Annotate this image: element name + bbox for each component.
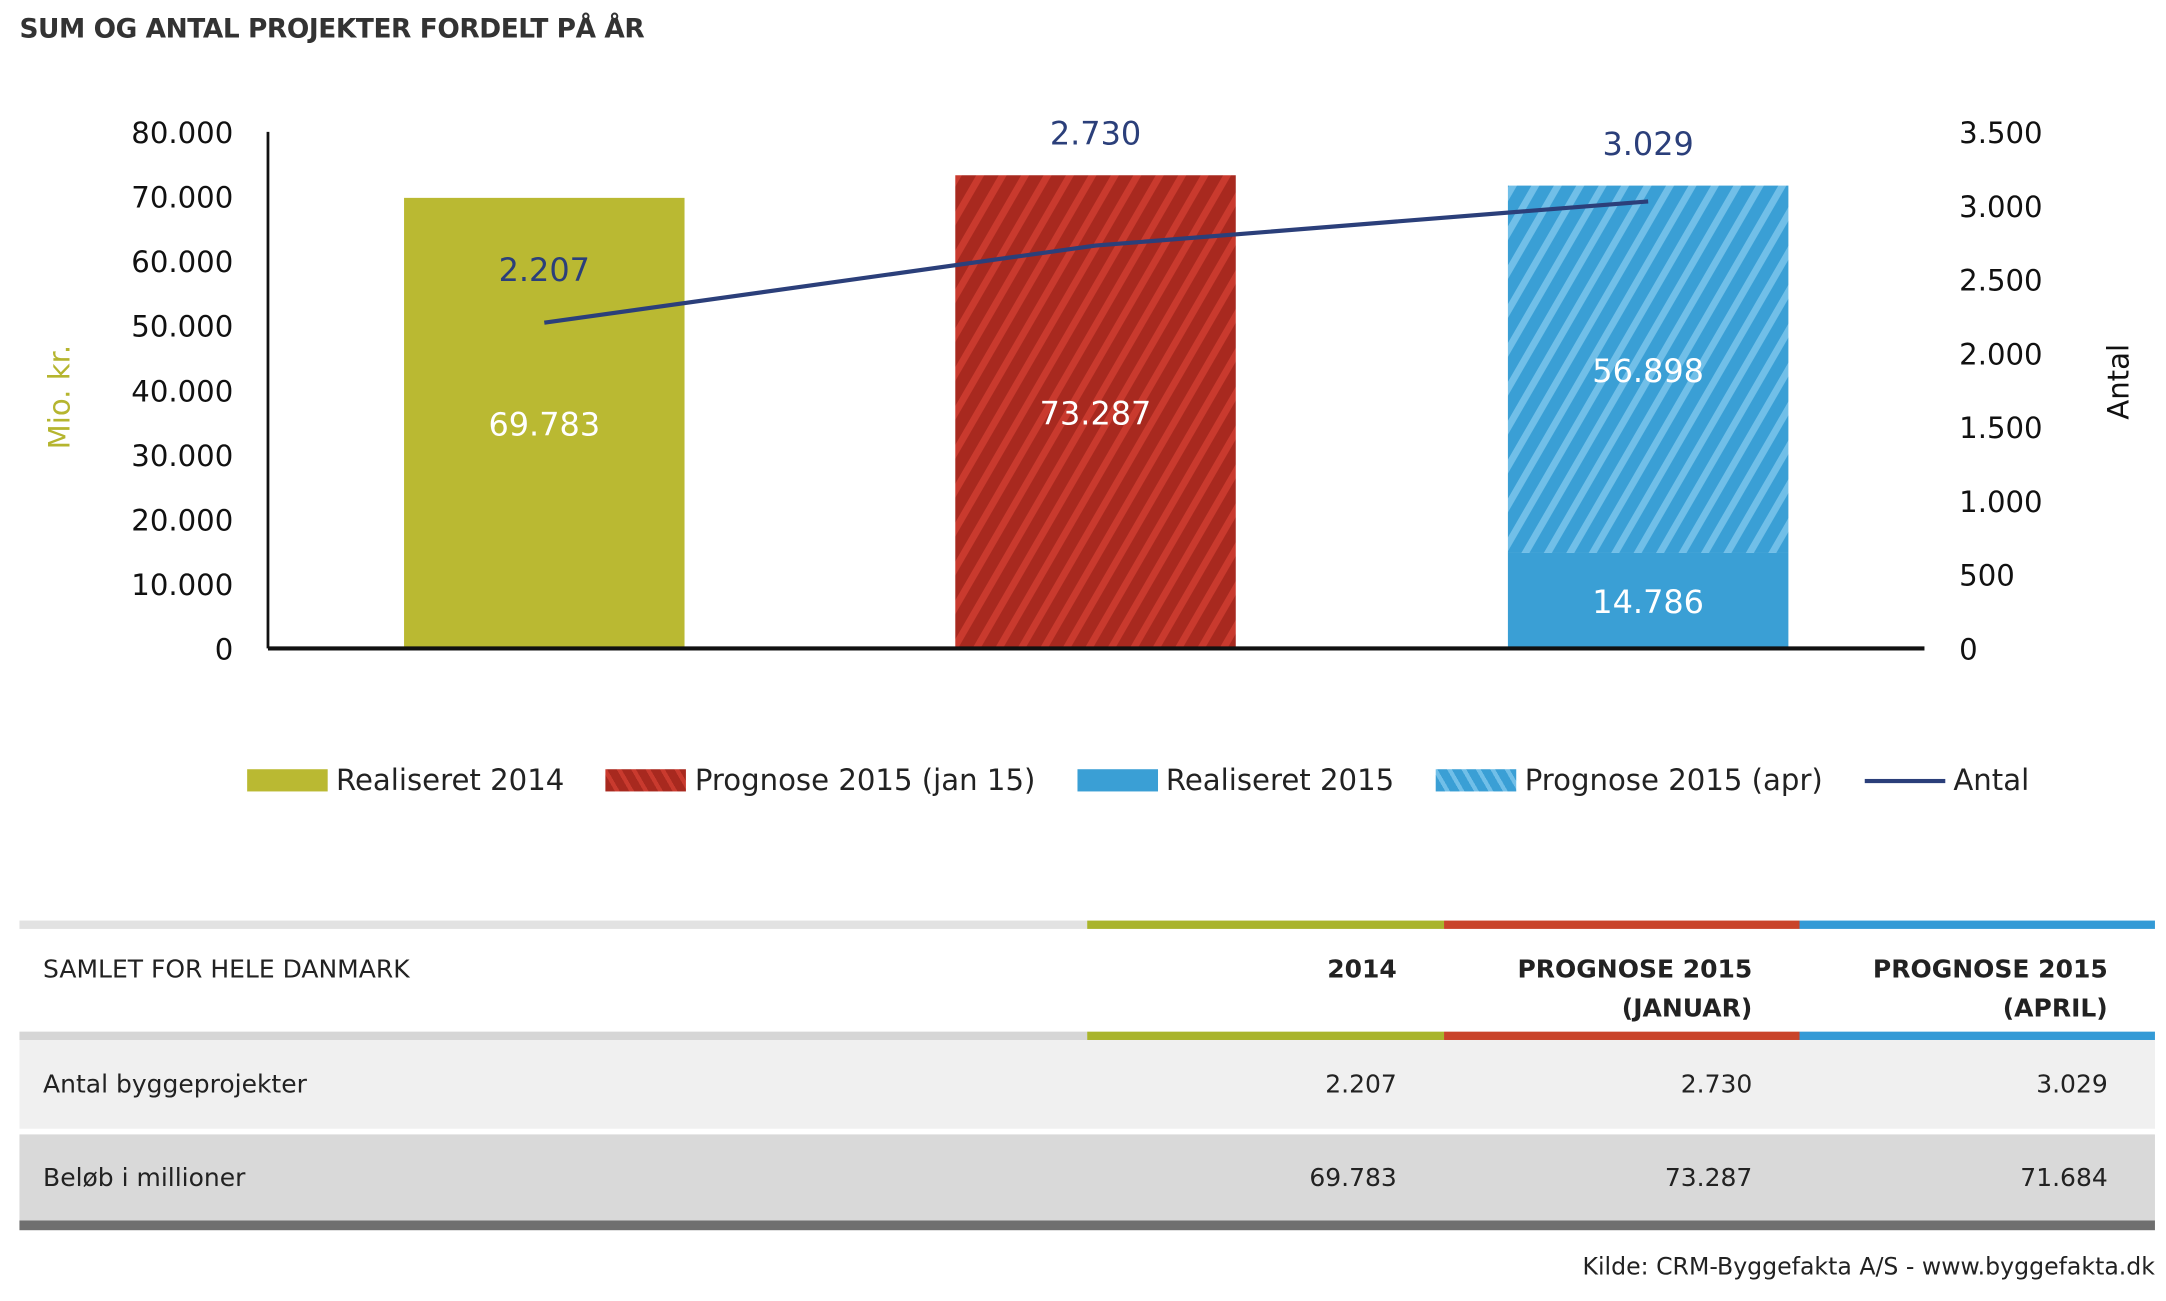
legend: Realiseret 2014 Prognose 2015 (jan 15) R… bbox=[247, 764, 2029, 797]
legend-swatch-line bbox=[1864, 778, 1946, 783]
chart-title: SUM OG ANTAL PROJEKTER FORDELT PÅ ÅR bbox=[19, 13, 645, 45]
y-tick-label: 10.000 bbox=[131, 568, 233, 602]
y-tick-label: 80.000 bbox=[131, 116, 233, 150]
bar-prognose-2015-jan-15- bbox=[955, 175, 1236, 649]
y2-tick-label: 0 bbox=[1959, 633, 1978, 667]
bar-prognose-2015-apr- bbox=[1507, 185, 1789, 553]
legend-item-realiseret-2014: Realiseret 2014 bbox=[247, 764, 564, 797]
row-label: Beløb i millioner bbox=[43, 1162, 246, 1193]
bar-value-label: 69.783 bbox=[488, 406, 600, 444]
bar-realiseret-2015 bbox=[1507, 552, 1789, 649]
legend-label: Prognose 2015 (jan 15) bbox=[694, 763, 1036, 797]
y2-axis-label: Antal bbox=[2102, 344, 2136, 420]
legend-label: Antal bbox=[1953, 763, 2030, 797]
header-2014: 2014 bbox=[1087, 929, 1444, 1032]
y2-tick-label: 1.500 bbox=[1959, 411, 2042, 445]
table-header: SAMLET FOR HELE DANMARK 2014 PROGNOSE 20… bbox=[19, 928, 2155, 1032]
bar-value-label: 73.287 bbox=[1040, 394, 1152, 432]
legend-label: Prognose 2015 (apr) bbox=[1524, 763, 1823, 797]
cell: 73.287 bbox=[1664, 1162, 1753, 1193]
header-label: SAMLET FOR HELE DANMARK bbox=[43, 955, 410, 985]
y-tick-label: 60.000 bbox=[131, 245, 233, 279]
header-text: (APRIL) bbox=[2002, 994, 2108, 1024]
y-tick-label: 50.000 bbox=[131, 310, 233, 344]
bar-value-label: 56.898 bbox=[1592, 352, 1704, 390]
table-top-stripe bbox=[19, 920, 2155, 929]
legend-item-antal: Antal bbox=[1864, 764, 2029, 797]
cell: 2.730 bbox=[1680, 1069, 1753, 1099]
bar-realiseret-2014 bbox=[404, 197, 685, 649]
y-tick-label: 40.000 bbox=[131, 374, 233, 408]
cell: 69.783 bbox=[1309, 1162, 1397, 1193]
y-axis-label: Mio. kr. bbox=[42, 345, 76, 450]
y2-tick-label: 2.500 bbox=[1959, 264, 2042, 298]
header-text: PROGNOSE 2015 bbox=[1872, 955, 2108, 985]
summary-table: SAMLET FOR HELE DANMARK 2014 PROGNOSE 20… bbox=[19, 920, 2155, 1231]
cell: 71.684 bbox=[2020, 1162, 2108, 1193]
y-tick-label: 30.000 bbox=[131, 439, 233, 473]
legend-label: Realiseret 2014 bbox=[336, 763, 565, 797]
header-prognose-jan: PROGNOSE 2015 (JANUAR) bbox=[1444, 929, 1799, 1032]
y-tick-label: 20.000 bbox=[131, 503, 233, 537]
antal-line bbox=[544, 199, 1649, 325]
y2-tick-label: 500 bbox=[1959, 559, 2015, 593]
source-note: Kilde: CRM-Byggefakta A/S - www.byggefak… bbox=[1582, 1253, 2155, 1282]
antal-value-label: 3.029 bbox=[1602, 125, 1693, 163]
cell: 2.207 bbox=[1325, 1069, 1397, 1099]
y-tick-label: 0 bbox=[215, 633, 234, 667]
header-text: PROGNOSE 2015 bbox=[1517, 955, 1753, 985]
table-row: Beløb i millioner 69.783 73.287 71.684 bbox=[19, 1134, 2155, 1221]
antal-value-label: 2.730 bbox=[1050, 115, 1141, 153]
y2-tick-label: 3.000 bbox=[1959, 190, 2042, 224]
y2-tick-label: 1.000 bbox=[1959, 485, 2042, 519]
antal-value-label: 2.207 bbox=[499, 251, 590, 289]
legend-item-prognose-apr: Prognose 2015 (apr) bbox=[1435, 763, 1823, 797]
cell: 3.029 bbox=[2036, 1069, 2108, 1099]
table-bottom-bar bbox=[19, 1220, 2155, 1231]
y2-tick-label: 2.000 bbox=[1959, 337, 2042, 371]
y-tick-label: 70.000 bbox=[131, 181, 233, 215]
legend-swatch bbox=[1435, 769, 1517, 792]
legend-swatch bbox=[1077, 769, 1158, 792]
legend-item-realiseret-2015: Realiseret 2015 bbox=[1077, 764, 1394, 797]
row-label: Antal byggeprojekter bbox=[43, 1069, 307, 1099]
y2-tick-label: 3.500 bbox=[1959, 116, 2042, 150]
legend-swatch bbox=[605, 769, 687, 792]
bar-value-label: 14.786 bbox=[1592, 583, 1704, 621]
legend-item-prognose-jan: Prognose 2015 (jan 15) bbox=[605, 763, 1036, 797]
header-prognose-apr: PROGNOSE 2015 (APRIL) bbox=[1799, 929, 2154, 1032]
legend-label: Realiseret 2015 bbox=[1165, 763, 1395, 797]
header-text: (JANUAR) bbox=[1621, 994, 1753, 1024]
combo-chart: 80.000 70.000 60.000 50.000 40.000 30.000 20.0… bbox=[42, 115, 2136, 667]
legend-swatch bbox=[247, 769, 328, 792]
table-row: Antal byggeprojekter 2.207 2.730 3.029 bbox=[19, 1039, 2155, 1129]
table-mid-stripe bbox=[19, 1031, 2155, 1040]
header-text: 2014 bbox=[1327, 955, 1397, 985]
